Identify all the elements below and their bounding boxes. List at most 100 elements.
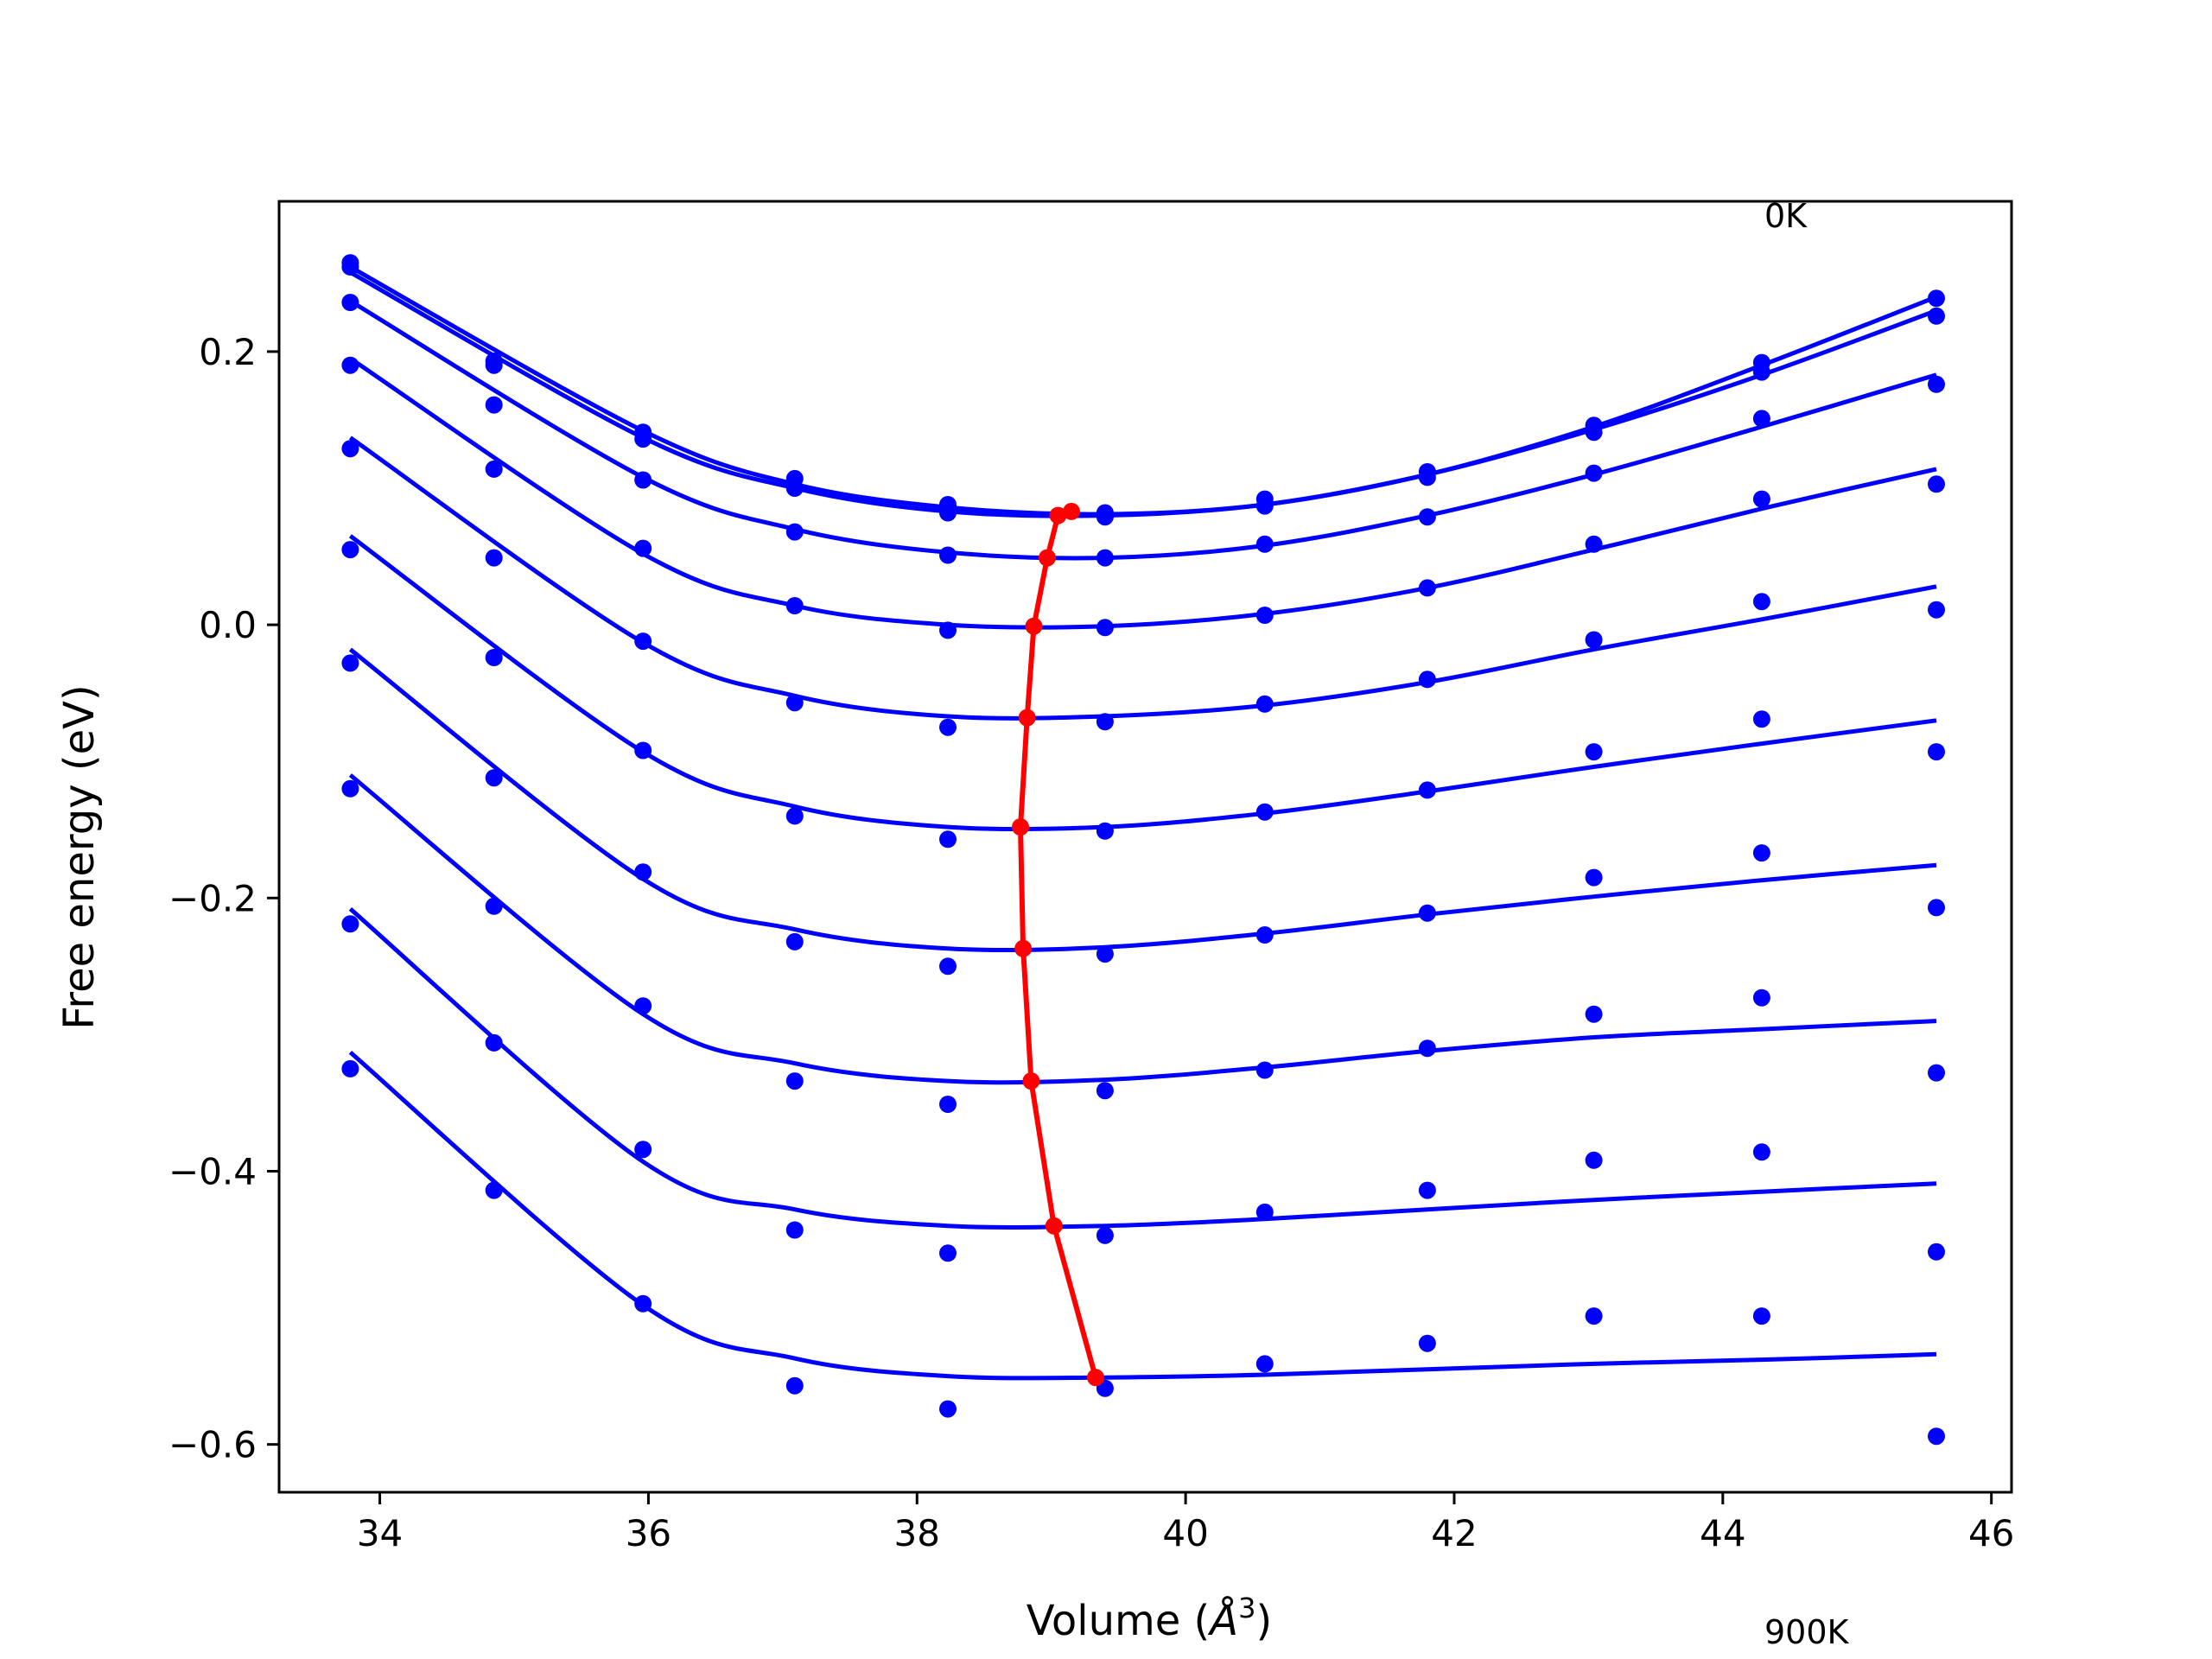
- data-point-9-10: [1928, 1427, 1945, 1446]
- data-point-4-5: [1096, 713, 1114, 731]
- x-tick-label-40: 40: [1162, 1512, 1208, 1554]
- minimum-point-9: [1087, 1369, 1104, 1387]
- fit-curve-6: [348, 647, 1937, 953]
- data-point-8-6: [1255, 1203, 1274, 1221]
- fit-curve-1: [349, 270, 1937, 518]
- data-point-2-5: [1096, 549, 1114, 567]
- data-point-7-8: [1585, 1005, 1603, 1023]
- data-point-8-0: [341, 915, 359, 933]
- y-tick-label-4: −0.6: [168, 1424, 257, 1466]
- data-point-5-8: [1585, 743, 1603, 761]
- minimum-point-3: [1025, 617, 1043, 635]
- data-point-7-9: [1752, 988, 1770, 1007]
- data-point-3-9: [1752, 490, 1770, 508]
- data-point-2-10: [1928, 375, 1945, 393]
- data-point-7-5: [1096, 1082, 1114, 1100]
- x-tick-label-42: 42: [1431, 1512, 1477, 1554]
- data-point-8-10: [1928, 1243, 1945, 1261]
- data-point-4-9: [1752, 593, 1770, 611]
- data-point-1-10: [1928, 307, 1945, 325]
- data-point-5-4: [939, 830, 957, 849]
- data-point-7-3: [785, 1072, 804, 1090]
- plot-frame: [277, 200, 2013, 1494]
- data-point-2-6: [1255, 535, 1274, 553]
- x-axis-ticks: 34 36 38 40 42 44 46: [357, 1492, 2014, 1554]
- data-point-6-10: [1928, 899, 1945, 917]
- data-point-2-8: [1585, 464, 1603, 482]
- data-point-8-4: [939, 1244, 957, 1262]
- data-point-1-2: [634, 430, 652, 448]
- data-point-8-3: [785, 1221, 804, 1239]
- fit-curve-4: [348, 435, 1937, 721]
- data-point-3-3: [785, 597, 804, 614]
- data-point-5-10: [1928, 743, 1945, 761]
- data-point-3-7: [1418, 579, 1436, 597]
- data-point-6-2: [634, 863, 652, 881]
- data-point-6-6: [1255, 926, 1274, 944]
- minimum-point-4: [1018, 709, 1036, 727]
- fit-curve-5: [348, 534, 1937, 832]
- data-point-3-10: [1928, 475, 1945, 493]
- data-point-2-7: [1418, 508, 1436, 526]
- minimum-point-5: [1012, 818, 1029, 836]
- data-point-1-7: [1418, 468, 1436, 486]
- data-point-1-9: [1752, 363, 1770, 381]
- data-point-7-1: [485, 897, 503, 915]
- minimum-point-2: [1039, 549, 1056, 567]
- data-point-7-0: [341, 779, 359, 798]
- fit-curve-3: [349, 356, 1937, 630]
- data-point-5-3: [785, 807, 804, 825]
- data-point-4-4: [939, 718, 957, 736]
- data-point-5-5: [1096, 822, 1114, 840]
- data-point-9-3: [785, 1376, 804, 1395]
- data-point-2-1: [485, 396, 503, 414]
- data-point-4-3: [785, 694, 804, 712]
- x-tick-label-44: 44: [1700, 1512, 1745, 1554]
- data-point-6-5: [1096, 945, 1114, 963]
- data-point-2-4: [939, 546, 957, 564]
- data-point-7-4: [939, 1096, 957, 1113]
- data-point-6-9: [1752, 844, 1770, 862]
- data-point-6-3: [785, 932, 804, 950]
- data-point-3-5: [1096, 619, 1114, 637]
- y-tick-label-0: 0.2: [199, 331, 257, 373]
- y-tick-label-1: 0.0: [199, 604, 257, 646]
- data-point-8-9: [1752, 1143, 1770, 1161]
- data-point-1-8: [1585, 423, 1603, 442]
- data-point-3-6: [1255, 607, 1274, 624]
- data-point-4-7: [1418, 671, 1436, 689]
- data-point-9-0: [341, 1059, 359, 1077]
- minimum-point-6: [1014, 939, 1033, 957]
- y-axis-ticks: 0.2 0.0 −0.2 −0.4 −0.6: [168, 331, 279, 1466]
- x-tick-label-46: 46: [1968, 1512, 2014, 1554]
- data-point-5-0: [341, 541, 359, 559]
- data-point-7-10: [1928, 1064, 1945, 1082]
- data-point-9-8: [1585, 1307, 1603, 1325]
- data-point-1-6: [1255, 497, 1274, 515]
- data-point-6-1: [485, 769, 503, 787]
- data-point-5-6: [1255, 803, 1274, 821]
- data-point-4-2: [634, 632, 652, 651]
- data-point-9-9: [1752, 1307, 1770, 1325]
- data-point-1-3: [785, 480, 804, 497]
- data-point-9-6: [1255, 1355, 1274, 1373]
- fit-curve-8: [348, 907, 1937, 1230]
- data-point-4-8: [1585, 631, 1603, 649]
- data-point-2-9: [1752, 410, 1770, 428]
- x-axis-label: Volume (Å3): [1027, 1592, 1272, 1645]
- data-point-0-10: [1928, 289, 1945, 308]
- annotation-900k: 900K: [1764, 1613, 1850, 1651]
- minimum-point-7: [1022, 1072, 1040, 1090]
- data-point-6-4: [939, 957, 957, 976]
- minimum-point-0: [1063, 502, 1080, 520]
- data-point-3-0: [341, 356, 359, 374]
- data-point-4-6: [1255, 695, 1274, 713]
- data-point-8-1: [485, 1033, 503, 1052]
- data-point-9-2: [634, 1294, 652, 1313]
- data-point-9-4: [939, 1400, 957, 1418]
- y-tick-label-2: −0.2: [168, 877, 257, 919]
- data-point-1-1: [485, 356, 503, 374]
- data-point-5-1: [485, 649, 503, 666]
- data-point-7-6: [1255, 1061, 1274, 1079]
